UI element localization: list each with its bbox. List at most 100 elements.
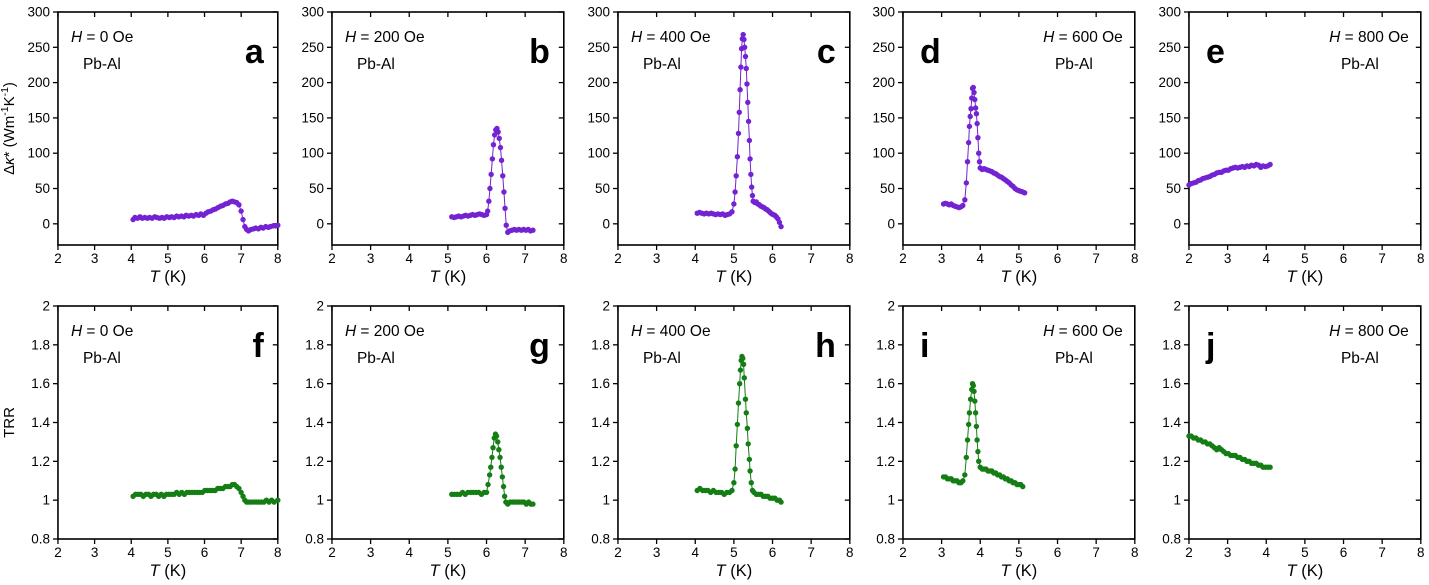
x-tick-label: 5 [1016, 544, 1023, 559]
data-point [484, 208, 491, 214]
x-tick-label: 6 [768, 251, 775, 266]
data-point [734, 154, 740, 160]
x-tick-label: 4 [127, 251, 135, 266]
data-point [499, 473, 505, 480]
data-point [743, 65, 749, 72]
axis-ticks [52, 304, 279, 544]
x-tick-label: 7 [237, 251, 244, 266]
x-tick-label: 5 [164, 544, 171, 559]
y-axis-title: TRR [1, 406, 18, 437]
y-tick-label: 0 [42, 216, 49, 231]
data-point [236, 202, 242, 208]
y-tick-label: 200 [301, 75, 323, 90]
y-tick-labels: 0.8 1 1.2 1.4 1.6 1.8 2 [1162, 298, 1181, 546]
data-point [743, 409, 749, 415]
data-point [974, 111, 980, 117]
panel-letter: i [920, 326, 929, 364]
y-tick-label: 1.2 [1162, 453, 1181, 468]
y-tick-label: 1.8 [591, 337, 610, 352]
panel-letter: f [253, 326, 265, 364]
data-point [974, 423, 980, 429]
data-point [500, 483, 507, 489]
data-point [962, 471, 968, 478]
x-tick-label: 5 [444, 251, 451, 266]
y-tick-label: 1 [1174, 492, 1181, 507]
axis-frame [902, 304, 1136, 540]
x-tick-label: 8 [1131, 251, 1138, 266]
data-point [744, 99, 751, 106]
data-point [490, 444, 496, 450]
x-tick-label: 7 [1379, 544, 1386, 559]
x-tick-label: 4 [1263, 544, 1271, 559]
x-tick-label: 7 [807, 544, 814, 559]
data-point [745, 440, 751, 447]
y-tick-labels: 0.8 1 1.2 1.4 1.6 1.8 2 [305, 298, 324, 546]
data-point [489, 156, 495, 162]
sample-label: Pb-Al [643, 56, 681, 73]
x-tick-labels: 2 3 4 5 6 7 8 [328, 544, 567, 559]
x-tick-label: 3 [1224, 544, 1231, 559]
data-point [746, 137, 752, 144]
data-point [962, 197, 968, 203]
x-tick-label: 2 [1185, 251, 1192, 266]
y-tick-label: 200 [1159, 75, 1181, 90]
x-tick-label: 3 [938, 251, 945, 266]
x-tick-label: 3 [91, 544, 98, 559]
y-tick-label: 1.4 [31, 414, 50, 429]
x-tick-label: 2 [614, 544, 621, 559]
data-series [1186, 432, 1273, 470]
y-tick-label: 150 [301, 110, 323, 125]
data-point [968, 106, 975, 112]
data-point [966, 421, 972, 427]
data-point [968, 396, 974, 402]
data-point [964, 454, 970, 460]
x-axis-title: T (K) [150, 561, 187, 579]
field-label: H = 800 Oe [1329, 322, 1409, 339]
x-tick-labels: 2 3 4 5 6 7 8 [328, 251, 567, 266]
y-tick-label: 1.8 [1162, 337, 1181, 352]
y-axis-title: Δκ* (Wm-1K-1) [0, 82, 18, 175]
data-point [971, 388, 978, 394]
panel-e: 2 3 4 5 6 7 8 0 50 100 150 200 250 300 T (K) H = 800 Oe… [1143, 0, 1429, 293]
y-tick-label: 1.4 [877, 414, 896, 429]
x-tick-label: 5 [1301, 544, 1308, 559]
y-tick-label: 150 [587, 110, 609, 125]
y-tick-label: 0.8 [877, 531, 896, 546]
data-series [941, 380, 1026, 489]
axis-ticks [1184, 11, 1422, 250]
y-tick-label: 50 [1166, 181, 1181, 196]
x-tick-label: 8 [846, 251, 853, 266]
x-tick-label: 6 [201, 544, 208, 559]
data-series [448, 125, 536, 235]
x-tick-label: 8 [1417, 251, 1424, 266]
y-tick-label: 1.8 [31, 337, 50, 352]
x-tick-label: 2 [900, 251, 907, 266]
x-tick-label: 8 [560, 251, 567, 266]
data-point [485, 198, 492, 204]
sample-label: Pb-Al [643, 349, 681, 366]
field-label: H = 600 Oe [1044, 322, 1124, 339]
data-point [736, 87, 743, 93]
y-tick-label: 0 [602, 216, 609, 231]
panel-j: 2 3 4 5 6 7 8 0.8 1 1.2 1.4 1.6 1.8 2 T (K) H = 800 Oe P… [1143, 293, 1429, 585]
y-tick-label: 0 [316, 216, 323, 231]
data-series [1186, 161, 1273, 188]
y-tick-label: 300 [1159, 4, 1181, 19]
panel-d: 2 3 4 5 6 7 8 0 50 100 150 200 250 300 T (K) H = 600 Oe… [857, 0, 1143, 293]
panel-c: 2 3 4 5 6 7 8 0 50 100 150 200 250 300 T (K) H = 400 Oe… [572, 0, 858, 293]
x-tick-label: 6 [768, 544, 775, 559]
data-point [487, 185, 493, 192]
data-point [490, 142, 496, 148]
y-tick-label: 1.8 [305, 337, 324, 352]
panel-i: 2 3 4 5 6 7 8 0.8 1 1.2 1.4 1.6 1.8 2 T (K) H = 600 Oe P… [857, 293, 1143, 585]
field-label: H = 400 Oe [631, 29, 711, 46]
y-tick-label: 1.4 [1162, 414, 1181, 429]
y-tick-label: 1.2 [31, 453, 50, 468]
y-tick-label: 0.8 [31, 531, 50, 546]
field-label: H = 0 Oe [71, 322, 133, 339]
data-point [730, 201, 737, 207]
data-point [501, 189, 507, 195]
x-tick-label: 3 [367, 544, 374, 559]
panel-letter: d [920, 33, 941, 71]
data-point [960, 477, 966, 483]
